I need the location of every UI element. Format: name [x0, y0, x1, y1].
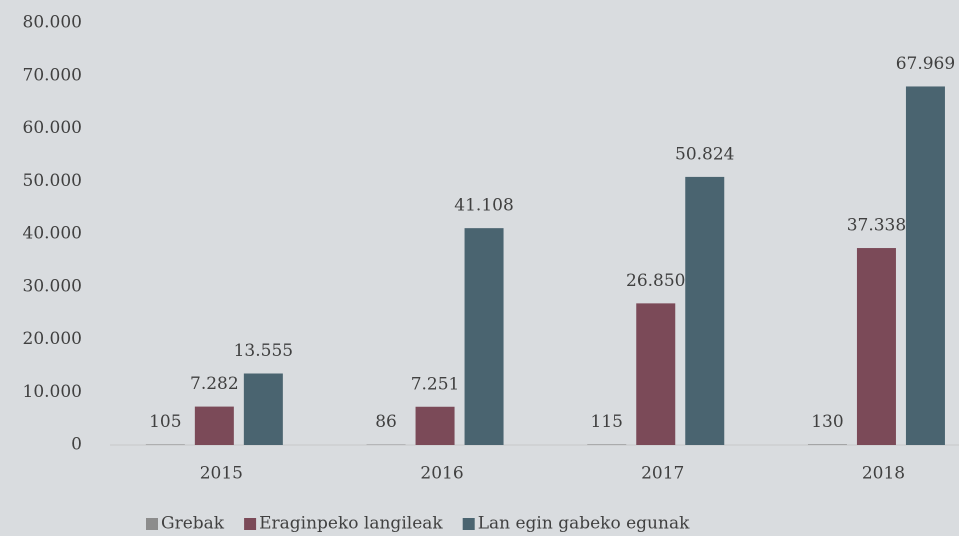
- data-label: 7.251: [411, 374, 460, 394]
- data-label: 7.282: [190, 374, 239, 394]
- bar: [636, 303, 676, 445]
- data-label: 41.108: [454, 196, 513, 216]
- x-tick-label: 2016: [420, 464, 463, 484]
- bar: [685, 176, 725, 446]
- bar: [905, 86, 945, 445]
- legend-swatch: [462, 518, 475, 530]
- x-tick-label: 2015: [200, 464, 243, 484]
- bar: [807, 444, 847, 445]
- y-tick-label: 0: [71, 435, 82, 455]
- legend-swatch: [146, 518, 158, 530]
- y-tick-label: 50.000: [23, 171, 82, 191]
- y-tick-label: 80.000: [23, 13, 82, 33]
- x-tick-label: 2017: [641, 464, 684, 484]
- data-label: 50.824: [675, 144, 734, 164]
- legend-swatch: [244, 518, 257, 530]
- data-label: 115: [591, 412, 623, 432]
- bar: [587, 444, 627, 445]
- legend-label: Lan egin gabeko egunak: [478, 514, 690, 534]
- y-tick-label: 10.000: [23, 382, 82, 402]
- data-label: 86: [375, 412, 397, 432]
- y-tick-label: 40.000: [23, 224, 82, 244]
- y-tick-label: 30.000: [23, 276, 82, 296]
- bar: [145, 444, 185, 445]
- legend-label: Grebak: [161, 514, 225, 534]
- bar: [194, 406, 234, 445]
- data-label: 26.850: [626, 271, 685, 291]
- bar: [243, 373, 283, 445]
- data-label: 37.338: [847, 216, 906, 236]
- y-tick-label: 20.000: [23, 329, 82, 349]
- data-label: 13.555: [234, 341, 293, 361]
- data-label: 130: [811, 412, 843, 432]
- bar: [415, 406, 455, 445]
- data-label: 67.969: [896, 54, 955, 74]
- y-tick-label: 70.000: [23, 65, 82, 85]
- bar: [856, 248, 896, 445]
- data-label: 105: [149, 412, 181, 432]
- legend-label: Eraginpeko langileak: [259, 514, 443, 534]
- x-tick-label: 2018: [862, 464, 905, 484]
- bar: [464, 228, 504, 445]
- y-tick-label: 60.000: [23, 118, 82, 138]
